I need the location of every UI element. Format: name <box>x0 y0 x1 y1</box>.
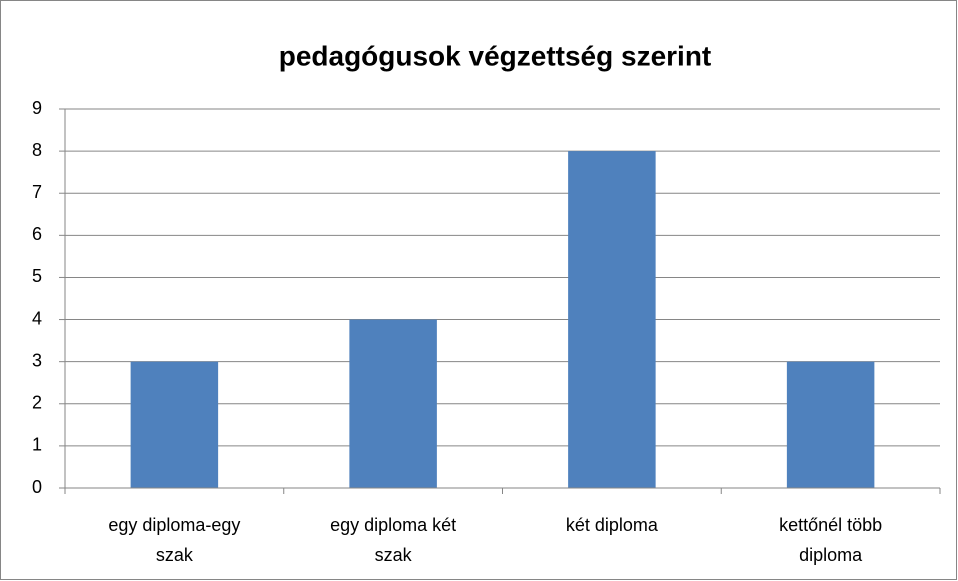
y-tick-label: 5 <box>32 266 42 286</box>
y-tick-label: 2 <box>32 393 42 413</box>
bar <box>349 319 437 488</box>
bar <box>130 361 219 488</box>
y-tick-label: 3 <box>32 350 42 370</box>
y-tick-label: 8 <box>32 140 42 160</box>
chart-title: pedagógusok végzettség szerint <box>279 40 712 71</box>
x-tick-label: egy diploma-egy szak <box>108 515 241 565</box>
x-tick-label: két diploma <box>565 515 658 535</box>
x-tick-label: kettőnél több diploma <box>779 515 883 565</box>
y-tick-label: 4 <box>32 308 42 328</box>
y-tick-label: 1 <box>32 435 42 455</box>
x-tick-label: egy diploma két szak <box>330 515 457 565</box>
bar <box>786 361 875 488</box>
y-tick-label: 9 <box>32 98 42 118</box>
bar <box>568 151 656 488</box>
y-tick-label: 0 <box>32 477 42 497</box>
y-tick-label: 6 <box>32 224 42 244</box>
y-tick-label: 7 <box>32 182 42 202</box>
